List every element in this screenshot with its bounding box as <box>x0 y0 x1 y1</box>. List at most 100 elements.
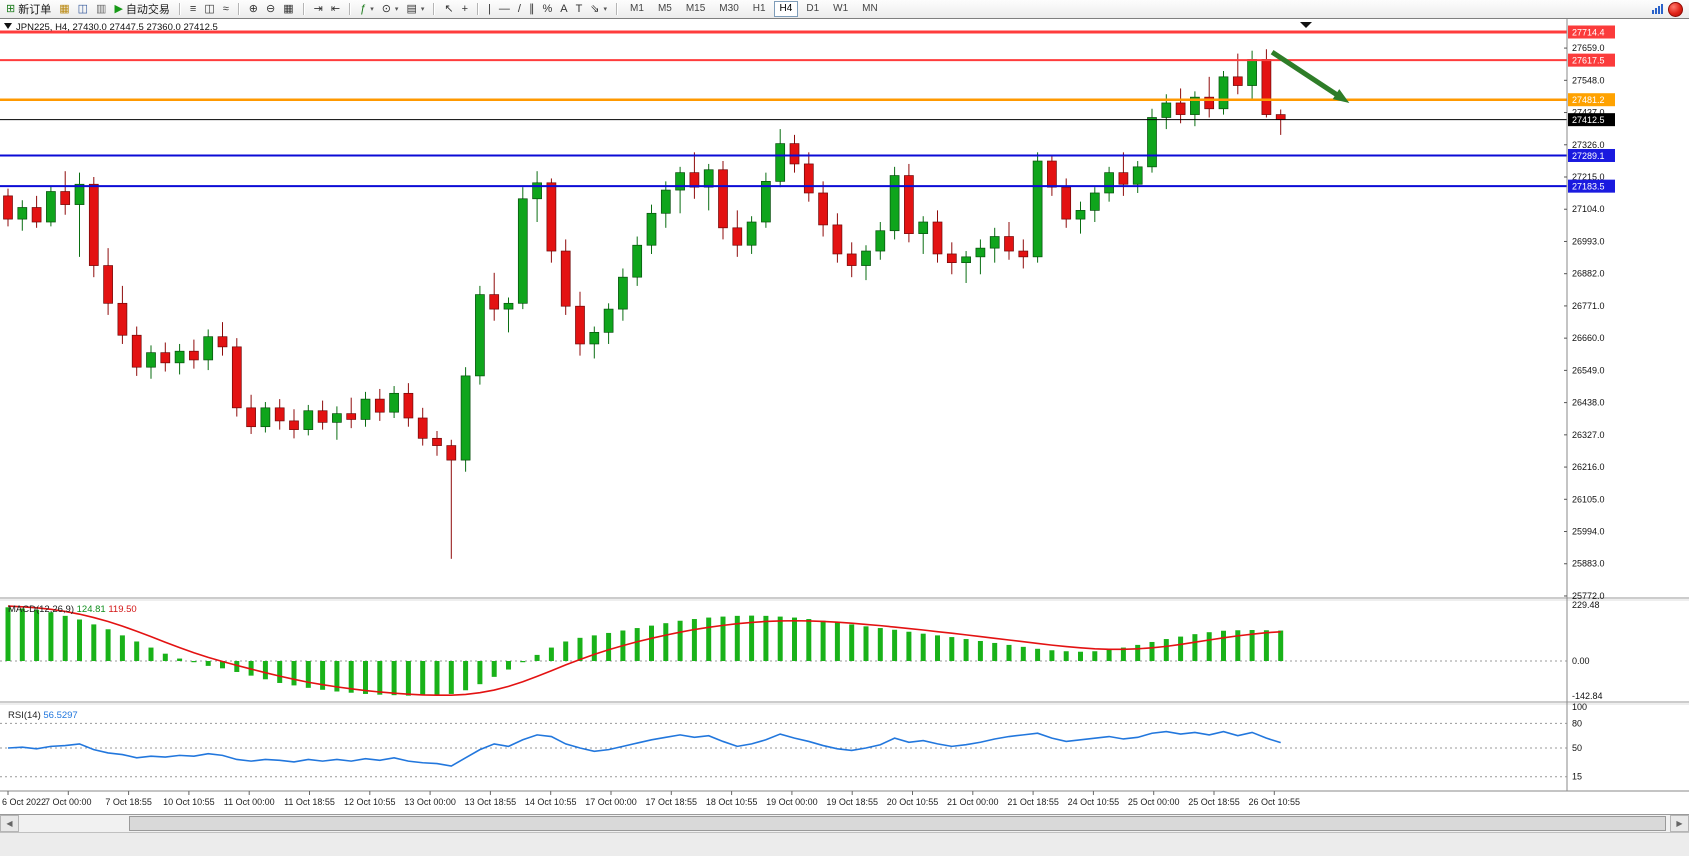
price-badge-value: 27183.5 <box>1572 182 1605 192</box>
macd-bar <box>577 637 583 661</box>
candle <box>889 175 900 232</box>
macd-bar <box>105 629 111 661</box>
candle <box>174 350 185 364</box>
macd-bar <box>262 661 268 680</box>
candle <box>332 413 342 423</box>
tile-windows-button[interactable]: ▦ <box>279 0 297 18</box>
candle <box>1204 96 1215 110</box>
templates-button[interactable]: ▤ ▾ <box>402 0 428 18</box>
time-axis-label: 21 Oct 18:55 <box>1007 797 1059 807</box>
terminal-icon: ▥ <box>96 2 107 15</box>
candle <box>503 302 514 310</box>
timeframe-d1[interactable]: D1 <box>806 3 820 14</box>
autotrading-icon: ▶ <box>114 2 123 15</box>
symbol-ohlc-label: JPN225, H4, 27430.0 27447.5 27360.0 2741… <box>16 22 218 33</box>
scrollbar-track[interactable] <box>19 815 1670 832</box>
main-toolbar: ⊞ 新订单 ▦ ◫ ▥ ▶ 自动交易 ≡ ◫ ≈ ⊕ ⊖ ▦ ⇥ ⇤ ƒ ▾ ⊙ ▾ ▤ ▾ ↖ + | — / ∥% A T ⇘ ▾ M1 M… <box>0 0 1689 19</box>
macd-bar <box>591 635 597 661</box>
cursor-button[interactable]: ↖ <box>440 0 457 18</box>
periods-button[interactable]: ⊙ ▾ <box>378 0 403 18</box>
zoom-out-button[interactable]: ⊖ <box>262 0 279 18</box>
candle <box>1061 186 1072 220</box>
rsi-axis-label: 50 <box>1572 743 1582 753</box>
macd-bar <box>649 625 654 661</box>
zoom-in-button[interactable]: ⊕ <box>245 0 262 18</box>
timeframe-mn[interactable]: MN <box>862 3 878 14</box>
horizontal-line-button[interactable]: — <box>495 0 514 18</box>
timeframe-m5[interactable]: M5 <box>657 3 672 14</box>
macd-label: MACD(12,26,9) 124.81 119.50 <box>8 604 137 615</box>
price-axis-label: 25772.0 <box>1572 591 1605 601</box>
trend-arrow[interactable] <box>1270 50 1341 99</box>
price-axis-label: 26660.0 <box>1572 333 1605 343</box>
timeframe-h1[interactable]: H1 <box>752 3 766 14</box>
candle <box>3 195 13 220</box>
timeframe-w1[interactable]: W1 <box>833 3 849 14</box>
macd-bar <box>205 661 211 666</box>
candle <box>932 221 943 255</box>
macd-bar <box>234 661 240 672</box>
timeframe-h4[interactable]: H4 <box>773 1 799 17</box>
arrows-button[interactable]: ⇘ ▾ <box>586 0 611 18</box>
fibonacci-button[interactable]: % <box>538 0 556 18</box>
macd-bar <box>377 661 383 695</box>
macd-bar <box>491 661 497 677</box>
price-axis-label: 26993.0 <box>1572 236 1605 246</box>
new-order-button[interactable]: ⊞ 新订单 <box>2 0 55 18</box>
chevron-down-icon: ▾ <box>370 6 374 13</box>
bar-chart-button[interactable]: ≡ <box>186 0 200 18</box>
trendline-button[interactable]: / <box>514 0 525 18</box>
macd-bar <box>148 647 154 661</box>
macd-bar <box>920 633 926 661</box>
candle <box>589 331 600 345</box>
terminal-button[interactable]: ▥ <box>92 0 110 18</box>
time-axis-label: 20 Oct 10:55 <box>887 797 939 807</box>
candle <box>246 407 256 428</box>
navigator-button[interactable]: ◫ <box>74 0 92 18</box>
crosshair-button[interactable]: + <box>458 0 472 18</box>
candle <box>703 169 714 188</box>
one-click-trading-arrow[interactable] <box>4 23 12 29</box>
trendline-icon: / <box>517 2 521 15</box>
candle <box>632 244 643 278</box>
macd-bar <box>906 631 912 661</box>
auto-scroll-button[interactable]: ⇥ <box>310 0 327 18</box>
indicators-button[interactable]: ƒ ▾ <box>356 0 378 18</box>
candle <box>761 181 771 223</box>
scroll-right-button[interactable]: ▶ <box>1670 815 1689 832</box>
candle <box>489 294 500 310</box>
candle <box>374 398 385 413</box>
price-axis-label: 27437.0 <box>1572 108 1605 118</box>
market-watch-button[interactable]: ▦ <box>55 0 73 18</box>
text-label-button[interactable]: T <box>572 0 587 18</box>
vertical-line-button[interactable]: | <box>484 0 495 18</box>
macd-bar <box>1078 651 1083 661</box>
candle <box>46 191 56 223</box>
candle <box>718 169 728 229</box>
notification-icon[interactable] <box>1668 1 1683 17</box>
trend-arrow-head[interactable] <box>1332 89 1350 103</box>
price-badge-value: 27481.2 <box>1572 95 1605 105</box>
timeframe-m1[interactable]: M1 <box>630 3 644 14</box>
macd-bar <box>1278 630 1284 661</box>
text-button[interactable]: A <box>556 0 571 18</box>
candle <box>660 189 671 214</box>
candle <box>31 207 42 223</box>
macd-bar <box>606 632 612 661</box>
autotrading-button[interactable]: ▶ 自动交易 <box>110 0 173 18</box>
macd-bar <box>534 654 540 661</box>
candlestick-chart-button[interactable]: ◫ <box>200 0 218 18</box>
macd-bar <box>434 661 440 695</box>
macd-bar <box>963 639 969 661</box>
line-chart-button[interactable]: ≈ <box>219 0 233 18</box>
scroll-left-button[interactable]: ◀ <box>0 815 19 832</box>
timeframe-m15[interactable]: M15 <box>685 3 706 14</box>
chart-shift-button[interactable]: ⇤ <box>327 0 344 18</box>
timeframe-m30[interactable]: M30 <box>719 3 739 14</box>
macd-bar <box>820 620 826 661</box>
scrollbar-thumb[interactable] <box>129 816 1666 831</box>
candle <box>603 308 614 333</box>
price-axis-label: 26438.0 <box>1572 398 1605 408</box>
zoom-out-icon: ⊖ <box>266 2 276 15</box>
equidistant-channel-button[interactable]: ∥ <box>525 0 539 18</box>
